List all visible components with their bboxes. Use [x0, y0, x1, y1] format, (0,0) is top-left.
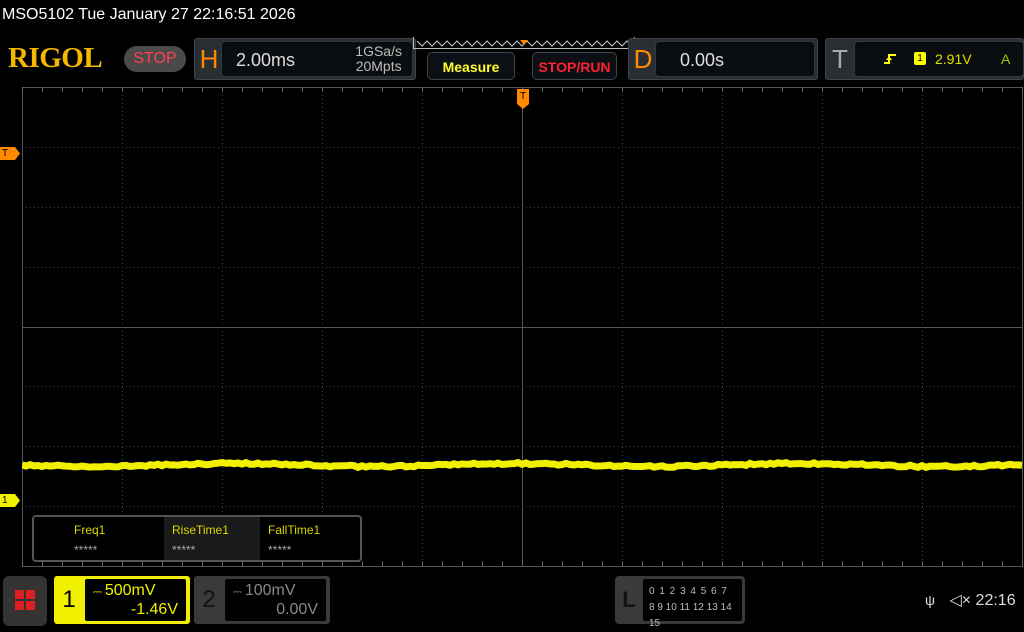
measurement-value: *****: [268, 543, 356, 557]
channel1-offset: -1.46V: [131, 601, 178, 619]
sample-rate: 1GSa/s: [355, 44, 402, 59]
trigger-label: T: [826, 39, 854, 79]
dc-coupling-icon: ⎓: [233, 586, 245, 598]
rising-edge-icon: [883, 52, 897, 66]
trigger-panel[interactable]: T 1 2.91V A: [825, 38, 1024, 80]
measurement-name: RiseTime1: [172, 523, 260, 537]
channel1-number: 1: [54, 576, 84, 624]
channel2-panel[interactable]: 2 ⎓ 100mV 0.00V: [194, 576, 330, 624]
run-state-badge: STOP: [124, 46, 186, 72]
logic-channels-row1: 0 1 2 3 4 5 6 7: [649, 584, 742, 600]
measurement-name: FallTime1: [268, 523, 356, 537]
delay-label: D: [629, 39, 657, 79]
memory-overview-icon: [414, 38, 636, 50]
timebase-value: 2.00ms: [236, 50, 295, 71]
trigger-info: 1 2.91V A: [854, 41, 1024, 77]
horizontal-info: 2.00ms 1GSa/s 20Mpts: [221, 41, 413, 77]
delay-panel[interactable]: D 0.00s: [628, 38, 818, 80]
waveform-grid[interactable]: [22, 87, 1023, 567]
channel2-scale-value: 100mV: [245, 582, 296, 599]
channel2-offset: 0.00V: [276, 601, 318, 619]
horizontal-panel[interactable]: H 2.00ms 1GSa/s 20Mpts: [194, 38, 416, 80]
measurement-freq: Freq1 *****: [66, 517, 162, 560]
memory-depth: 20Mpts: [355, 59, 402, 74]
channel1-offset-marker[interactable]: 1: [0, 494, 20, 507]
channel1-scale-value: 500mV: [105, 582, 156, 599]
measurement-value: *****: [74, 543, 162, 557]
rigol-logo: RIGOL: [8, 42, 102, 75]
trigger-level: 2.91V: [935, 51, 972, 67]
main-menu-button[interactable]: [3, 576, 47, 626]
speaker-muted-icon[interactable]: ◁×: [949, 592, 971, 609]
trigger-mode: A: [1001, 51, 1010, 67]
window-title: MSO5102 Tue January 27 22:16:51 2026: [2, 6, 296, 24]
channel1-settings: ⎓ 500mV -1.46V: [85, 579, 186, 621]
trigger-level-marker[interactable]: T: [0, 147, 20, 160]
channel2-settings: ⎓ 100mV 0.00V: [225, 579, 326, 621]
measurement-name: Freq1: [74, 523, 162, 537]
logic-channels-row2: 8 9 10 11 12 13 14 15: [649, 600, 742, 632]
measurement-value: *****: [172, 543, 260, 557]
delay-info: 0.00s: [655, 41, 815, 77]
clock: 22:16: [976, 592, 1016, 609]
measurement-falltime: FallTime1 *****: [260, 517, 356, 560]
measure-button[interactable]: Measure: [427, 52, 515, 80]
usb-icon[interactable]: ψ: [925, 592, 935, 608]
acquisition-info: 1GSa/s 20Mpts: [355, 44, 402, 74]
stop-run-button[interactable]: STOP/RUN: [532, 52, 617, 80]
horizontal-label: H: [195, 39, 223, 79]
dc-coupling-icon: ⎓: [93, 586, 105, 598]
status-area: ψ ◁× 22:16: [925, 590, 1016, 610]
measurement-risetime: RiseTime1 *****: [164, 517, 260, 560]
channel1-trace: [22, 463, 1022, 468]
grid-menu-icon: [3, 576, 47, 626]
waveform-memory-bar: [413, 37, 635, 49]
logic-label: L: [615, 576, 643, 624]
delay-value: 0.00s: [680, 50, 724, 71]
measurement-panel: Freq1 ***** RiseTime1 ***** FallTime1 *****: [32, 515, 362, 562]
channel2-scale: ⎓ 100mV: [233, 582, 296, 600]
channel1-panel[interactable]: 1 ⎓ 500mV -1.46V: [54, 576, 190, 624]
trigger-source-badge: 1: [914, 52, 926, 65]
channel2-number: 2: [194, 576, 224, 624]
logic-channels: 0 1 2 3 4 5 6 7 8 9 10 11 12 13 14 15: [643, 579, 742, 621]
channel1-scale: ⎓ 500mV: [93, 582, 156, 600]
logic-analyzer-panel[interactable]: L 0 1 2 3 4 5 6 7 8 9 10 11 12 13 14 15: [615, 576, 745, 624]
